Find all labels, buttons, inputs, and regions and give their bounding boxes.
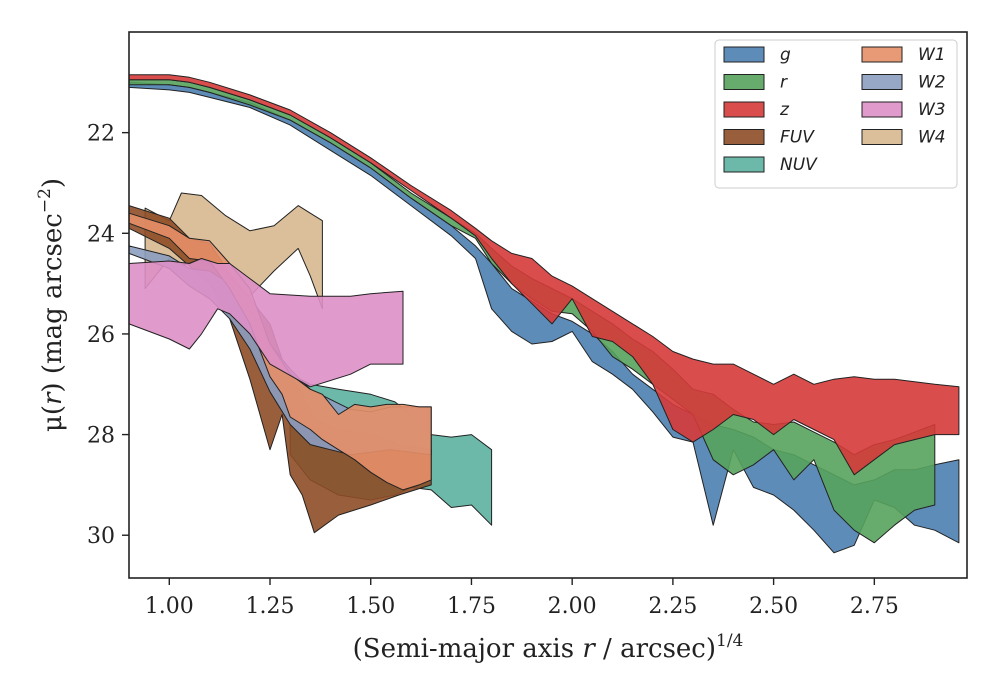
x-axis-label-main: (Semi-major axis <box>353 634 583 664</box>
legend-swatch-W1 <box>861 46 903 63</box>
y-axis-label-exp: −2 <box>35 188 55 213</box>
legend-label-W1: W1 <box>918 45 946 65</box>
y-tick-label: 30 <box>87 524 115 549</box>
x-tick-label: 2.50 <box>749 594 798 619</box>
x-axis-label-var: r <box>582 634 596 664</box>
y-axis-label-close: ) <box>38 178 68 188</box>
x-tick-label: 1.25 <box>246 594 295 619</box>
x-axis-label: (Semi-major axis r / arcsec)1/4 <box>353 631 744 664</box>
legend-label-r: r <box>780 73 788 93</box>
legend-label-W4: W4 <box>918 128 946 148</box>
series-band-W3 <box>128 258 404 388</box>
y-axis: 22 24 26 28 30 <box>87 122 129 549</box>
series-layer <box>128 74 960 554</box>
series-band-z <box>128 74 960 476</box>
x-axis-label-tail: / arcsec) <box>595 634 716 664</box>
x-tick-label: 2.25 <box>648 594 697 619</box>
series-band-g <box>128 81 960 554</box>
legend-label-g: g <box>780 45 791 65</box>
legend-swatch-NUV <box>723 156 765 173</box>
y-axis-label: μ(r) (mag arcsec−2) <box>35 178 68 432</box>
y-axis-label-tail: ) (mag arcsec <box>38 213 68 392</box>
legend-label-z: z <box>779 100 790 120</box>
legend-swatch-z <box>723 101 765 118</box>
legend-label-NUV: NUV <box>780 155 818 175</box>
y-tick-label: 28 <box>87 424 115 449</box>
x-axis-label-exp: 1/4 <box>716 631 743 651</box>
legend-swatch-W4 <box>861 129 903 145</box>
legend: grz FUV NUV W1 W2 W3 W4 <box>714 39 958 189</box>
legend-swatch-W3 <box>861 101 903 118</box>
y-tick-label: 22 <box>87 122 115 147</box>
legend-swatch-W2 <box>861 74 903 90</box>
x-axis: 1.00 1.25 1.50 1.75 2.00 2.25 2.50 2.75 <box>145 578 899 619</box>
x-tick-label: 1.75 <box>447 594 496 619</box>
legend-swatch-g <box>723 46 765 63</box>
x-tick-label: 1.50 <box>346 594 395 619</box>
x-tick-label: 1.00 <box>145 594 194 619</box>
legend-swatch-FUV <box>723 129 765 145</box>
y-tick-label: 26 <box>87 323 115 348</box>
plot-frame <box>128 31 968 579</box>
x-tick-label: 2.75 <box>850 594 899 619</box>
y-axis-label-var: r <box>38 391 68 405</box>
x-tick-label: 2.00 <box>548 594 597 619</box>
y-tick-label: 24 <box>87 222 115 247</box>
legend-label-W2: W2 <box>918 73 946 93</box>
legend-label-FUV: FUV <box>780 128 815 148</box>
legend-label-W3: W3 <box>918 100 946 120</box>
legend-swatch-r <box>723 74 765 90</box>
y-axis-label-main: μ( <box>38 405 68 432</box>
